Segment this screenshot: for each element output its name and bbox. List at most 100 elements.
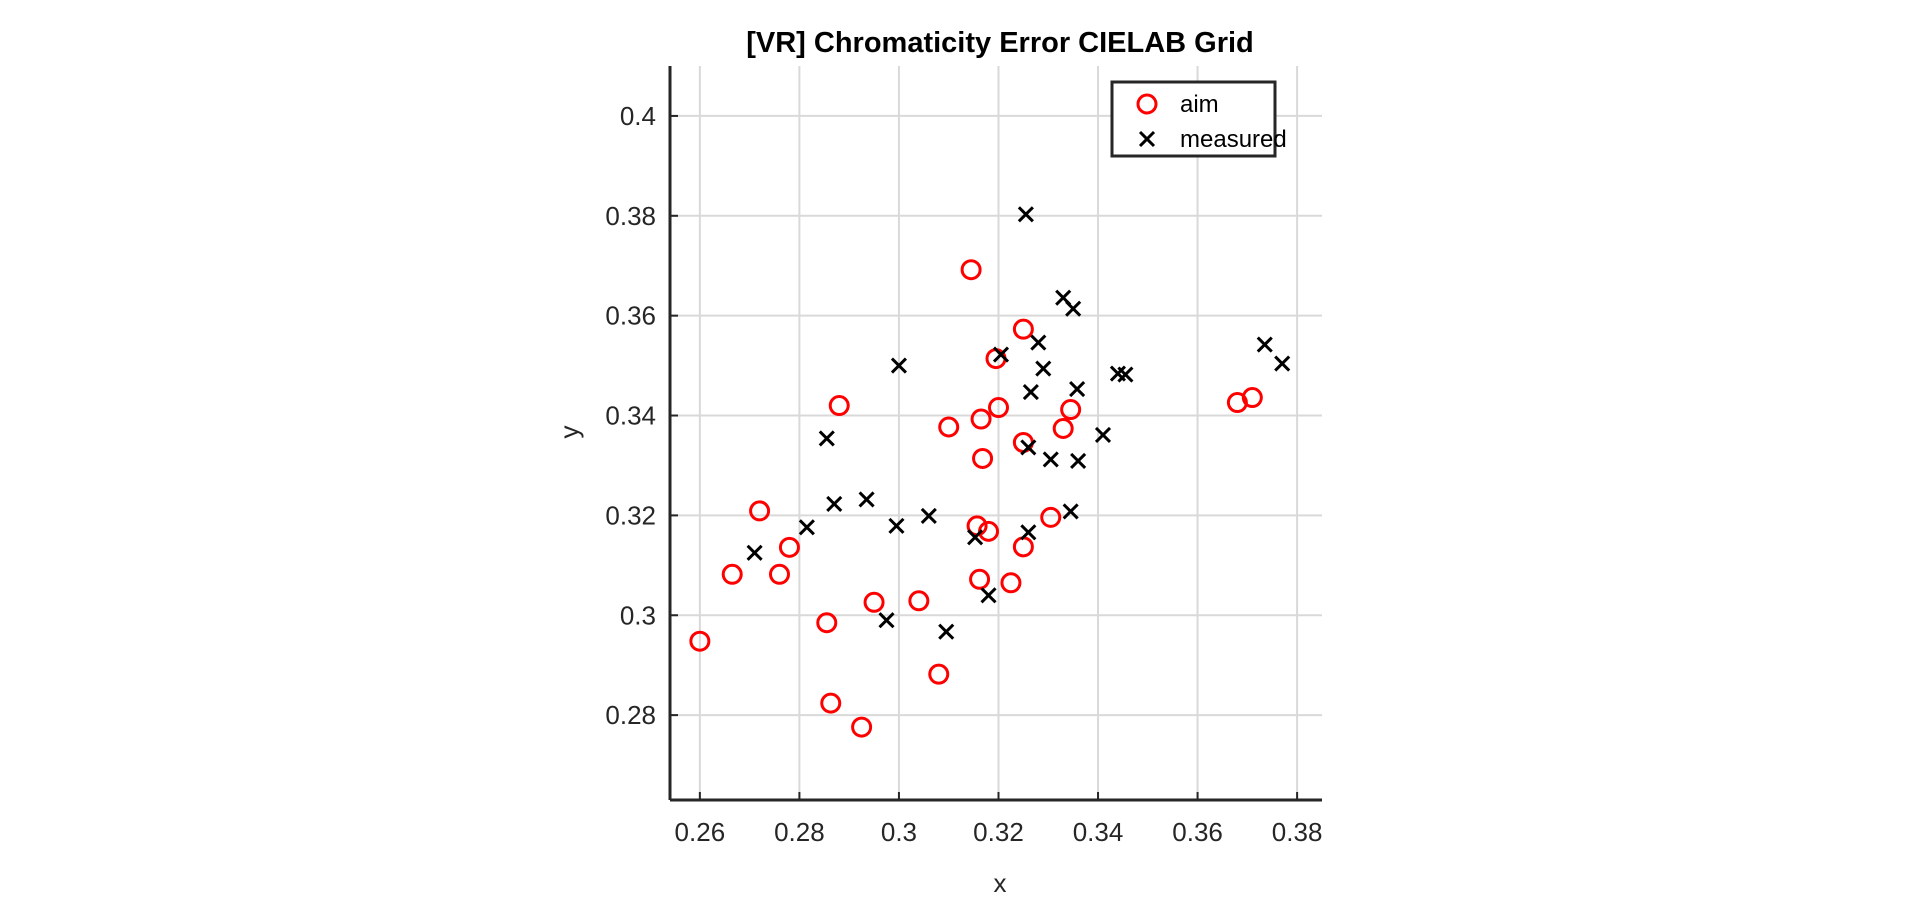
aim-point	[1000, 572, 1022, 594]
chart-title: [VR] Chromaticity Error CIELAB Grid	[746, 27, 1254, 59]
measured-point-stroke	[1020, 524, 1037, 541]
measured-point-stroke	[1065, 300, 1082, 317]
y-tick-label: 0.32	[605, 500, 656, 530]
aim-point	[816, 612, 838, 634]
aim-point	[970, 408, 992, 430]
x-tick-label: 0.26	[675, 817, 726, 847]
aim-point	[1052, 418, 1074, 440]
measured-point	[1062, 503, 1079, 520]
legend-marker-aim	[1136, 93, 1158, 115]
measured-point	[818, 430, 835, 447]
aim-point	[972, 447, 994, 469]
measured-point	[992, 346, 1010, 363]
aim-point	[778, 536, 800, 558]
measured-point	[920, 507, 937, 524]
measured-point-stroke	[1022, 383, 1039, 401]
x-tick-label: 0.38	[1272, 817, 1323, 847]
measured-point-stroke	[890, 357, 908, 374]
measured-point-stroke	[1020, 439, 1037, 456]
y-tick-label: 0.3	[620, 600, 656, 630]
measured-point-stroke	[1030, 334, 1047, 351]
aim-point	[1040, 506, 1062, 528]
measured-point-stroke	[1256, 336, 1273, 353]
aim-point	[938, 416, 960, 438]
legend-label-measured: measured	[1180, 126, 1287, 153]
measured-point-stroke	[1055, 289, 1072, 306]
measured-point	[1020, 439, 1037, 456]
aim-point	[851, 716, 873, 738]
aim-point	[689, 630, 711, 652]
axes	[668, 66, 1322, 802]
measured-point-stroke	[1117, 366, 1134, 383]
measured-point-stroke	[1070, 452, 1087, 470]
measured-point-stroke	[888, 517, 905, 534]
measured-point	[858, 491, 875, 508]
x-tick-label: 0.36	[1172, 817, 1223, 847]
measured-point-stroke	[858, 491, 875, 508]
measured-point-stroke	[1109, 365, 1126, 382]
measured-point	[746, 544, 763, 561]
measured-point	[1065, 300, 1082, 317]
series-aim	[689, 259, 1263, 738]
measured-point-stroke	[992, 346, 1010, 363]
axis-labels: 0.26 0.28 0.3 0.32 0.34 0.36 0.38 0.28 0.3 0.32 0.…	[605, 101, 1322, 847]
measured-point	[967, 529, 984, 546]
legend-marker-measured-stroke	[1138, 130, 1156, 148]
y-tick-label: 0.34	[605, 401, 656, 431]
measured-point-stroke	[746, 544, 763, 561]
measured-point-stroke	[938, 623, 955, 640]
measured-point-stroke	[1017, 206, 1034, 223]
legend-marker-measured	[1138, 130, 1156, 148]
x-tick-label: 0.28	[774, 817, 825, 847]
legend-box	[1110, 80, 1277, 158]
measured-point	[890, 357, 908, 374]
measured-point	[1069, 380, 1086, 398]
measured-point-stroke	[798, 519, 815, 536]
legend-entries: aim measured	[1136, 91, 1287, 153]
aim-point	[1241, 387, 1263, 409]
aim-point	[908, 590, 930, 612]
y-tick-label: 0.36	[605, 301, 656, 331]
legend: aim measured	[1110, 80, 1287, 158]
aim-point	[987, 397, 1009, 419]
measured-point	[1030, 334, 1047, 351]
aim-point	[960, 259, 982, 281]
y-tick-label: 0.38	[605, 201, 656, 231]
x-tick-label: 0.3	[881, 817, 917, 847]
measured-point	[1035, 360, 1052, 377]
measured-point	[1256, 336, 1273, 353]
measured-point	[1274, 355, 1291, 372]
aim-point	[721, 563, 743, 585]
y-axis-title: y	[554, 426, 584, 439]
measured-point	[888, 517, 905, 534]
measured-point-stroke	[967, 529, 984, 546]
aim-point	[749, 500, 771, 522]
measured-point	[1042, 451, 1059, 468]
legend-label-aim: aim	[1180, 91, 1219, 118]
measured-point	[878, 612, 895, 629]
measured-point-stroke	[1042, 451, 1059, 468]
measured-point	[938, 623, 955, 640]
measured-point-stroke	[980, 587, 997, 604]
measured-point	[1022, 383, 1039, 401]
x-tick-label: 0.32	[973, 817, 1024, 847]
measured-point-stroke	[1062, 503, 1079, 520]
x-tick-label: 0.34	[1073, 817, 1124, 847]
measured-point	[826, 495, 843, 512]
measured-point-stroke	[1069, 380, 1086, 398]
measured-point-stroke	[826, 495, 843, 512]
aim-point	[828, 395, 850, 417]
measured-point	[1094, 426, 1112, 444]
measured-point-stroke	[878, 612, 895, 629]
series-measured	[746, 206, 1291, 640]
aim-point	[768, 563, 790, 585]
data-points	[689, 206, 1291, 738]
measured-point	[1017, 206, 1034, 223]
measured-point-stroke	[818, 430, 835, 447]
measured-point	[798, 519, 815, 536]
y-tick-label: 0.4	[620, 101, 656, 131]
measured-point-stroke	[1094, 426, 1112, 444]
x-axis-title: x	[994, 868, 1007, 898]
